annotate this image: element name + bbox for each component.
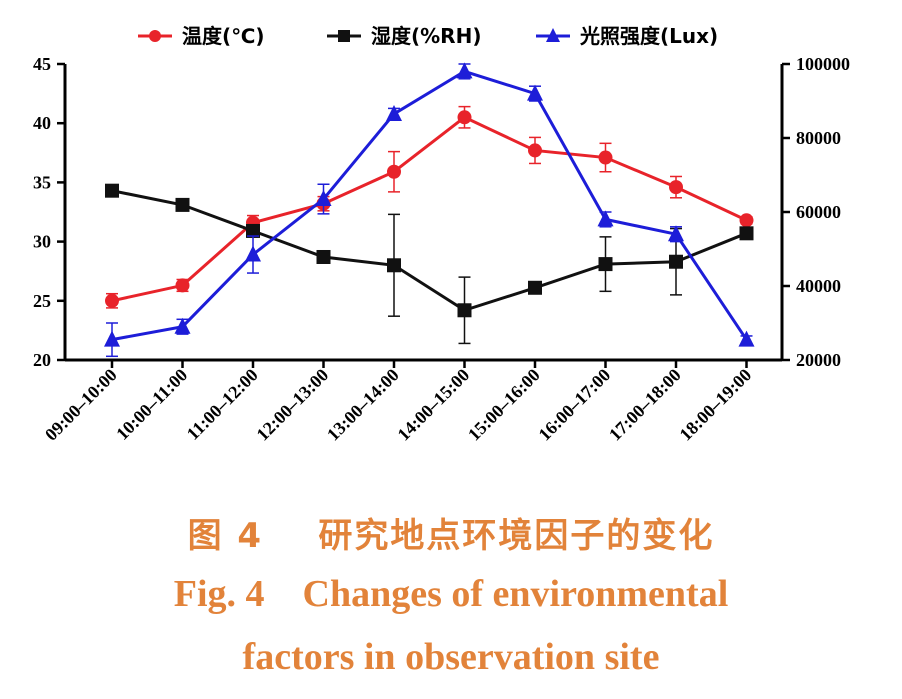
y-left-tick-label: 30	[33, 232, 51, 252]
data-point	[315, 190, 332, 207]
data-point	[175, 278, 190, 293]
y-left-tick-label: 40	[33, 113, 51, 133]
data-point	[174, 317, 191, 334]
data-point	[457, 110, 472, 125]
legend-label: 湿度(%RH)	[371, 24, 481, 48]
data-point	[528, 143, 542, 158]
data-point	[105, 293, 119, 308]
figure-caption-chinese: 图 4 研究地点环境因子的变化	[187, 516, 715, 556]
data-point	[387, 258, 401, 273]
y-right-tick-label: 80000	[796, 128, 841, 148]
legend-label: 温度(℃)	[182, 24, 265, 48]
figure-caption-english-line1: Fig. 4 Changes of environmental	[173, 573, 729, 615]
data-point	[669, 180, 683, 195]
legend-marker	[546, 28, 560, 42]
x-tick-label: 09:00–10:00	[41, 365, 121, 445]
data-point	[316, 249, 331, 264]
y-left-tick-label: 45	[33, 54, 51, 74]
data-point	[456, 62, 473, 79]
data-point	[739, 213, 754, 228]
x-tick-label: 10:00–11:00	[112, 365, 191, 444]
series-line	[111, 69, 748, 342]
y-right-tick-label: 60000	[796, 202, 841, 222]
data-point	[386, 104, 402, 121]
x-tick-label: 12:00–13:00	[252, 365, 332, 445]
y-left-tick-label: 35	[33, 172, 51, 192]
data-point	[669, 254, 683, 269]
data-point	[598, 257, 613, 272]
series-line	[111, 115, 748, 303]
figure-caption-english-line2: factors in observation site	[242, 636, 660, 678]
plot-area: 20 25 30 35 40 45 20000 40000 60000 80000 100000 09…	[33, 54, 850, 445]
x-tick-label: 11:00–12:00	[183, 365, 262, 444]
y-right-tick-label: 100000	[796, 54, 850, 74]
y-right-tick-label: 40000	[796, 276, 841, 296]
y-left-tick-label: 20	[33, 350, 51, 370]
chart-svg: 温度(℃) 湿度(%RH) 光照强度(Lux) 20 25 30 35 40 45 20000 4…	[33, 24, 850, 445]
y-right-tick-label: 20000	[796, 350, 841, 370]
x-tick-label: 17:00–18:00	[605, 365, 685, 445]
data-point	[245, 245, 261, 262]
series-line	[111, 189, 748, 312]
data-point	[527, 84, 543, 101]
x-tick-label: 18:00–19:00	[675, 365, 755, 445]
data-point	[739, 226, 754, 241]
data-point	[738, 330, 755, 347]
data-point	[457, 303, 472, 318]
data-point	[387, 164, 401, 179]
y-left-tick-label: 25	[33, 291, 51, 311]
x-tick-label: 14:00–15:00	[393, 365, 473, 445]
x-tick-label: 15:00–16:00	[464, 365, 544, 445]
data-point	[104, 330, 120, 347]
legend: 温度(℃) 湿度(%RH) 光照强度(Lux)	[138, 24, 718, 48]
data-point	[597, 210, 614, 227]
legend-marker	[338, 30, 350, 42]
legend-marker	[149, 30, 161, 42]
x-tick-label: 13:00–14:00	[323, 365, 403, 445]
data-point	[105, 183, 119, 198]
x-tick-label: 16:00–17:00	[534, 365, 614, 445]
data-point	[668, 225, 684, 242]
data-point	[598, 150, 613, 165]
data-point	[528, 280, 542, 295]
data-point	[175, 197, 190, 212]
legend-label: 光照强度(Lux)	[579, 24, 718, 48]
data-point	[246, 223, 260, 238]
